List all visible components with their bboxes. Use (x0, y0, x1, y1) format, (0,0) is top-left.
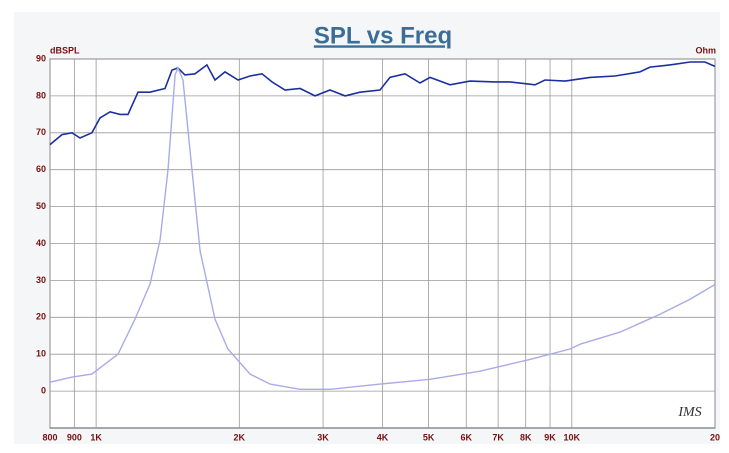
y-tick-label: 80 (36, 90, 46, 100)
y-tick-label: 20 (36, 312, 46, 322)
y-tick-label: 50 (36, 201, 46, 211)
y-tick-label: 0 (41, 385, 46, 395)
x-tick-label: 2K (234, 432, 246, 442)
x-tick-label: 10K (564, 432, 581, 442)
x-tick-label: 5K (423, 432, 435, 442)
series-line (49, 61, 716, 146)
y2-axis-label: Ohm (695, 45, 716, 55)
x-tick-label: 1K (90, 432, 102, 442)
x-tick-label: 9K (544, 432, 556, 442)
x-tick-label: 4K (377, 432, 389, 442)
y-tick-label: 10 (36, 349, 46, 359)
x-tick-label: 6K (461, 432, 473, 442)
y-tick-label: 70 (36, 127, 46, 137)
y-tick-label: 40 (36, 238, 46, 248)
series-line (49, 66, 716, 390)
chart-title: SPL vs Freq (314, 22, 452, 49)
y-tick-label: 60 (36, 164, 46, 174)
x-tick-label: 7K (492, 432, 504, 442)
x-tick-label: 20 (710, 432, 720, 442)
y-tick-label: 90 (36, 53, 46, 63)
y-tick-label: 30 (36, 275, 46, 285)
x-tick-label: 3K (317, 432, 329, 442)
x-tick-label: 8K (520, 432, 532, 442)
x-tick-label: 800 (42, 432, 57, 442)
x-tick-label: 900 (67, 432, 82, 442)
watermark: IMS (677, 405, 701, 420)
y-axis-label: dBSPL (50, 45, 80, 55)
